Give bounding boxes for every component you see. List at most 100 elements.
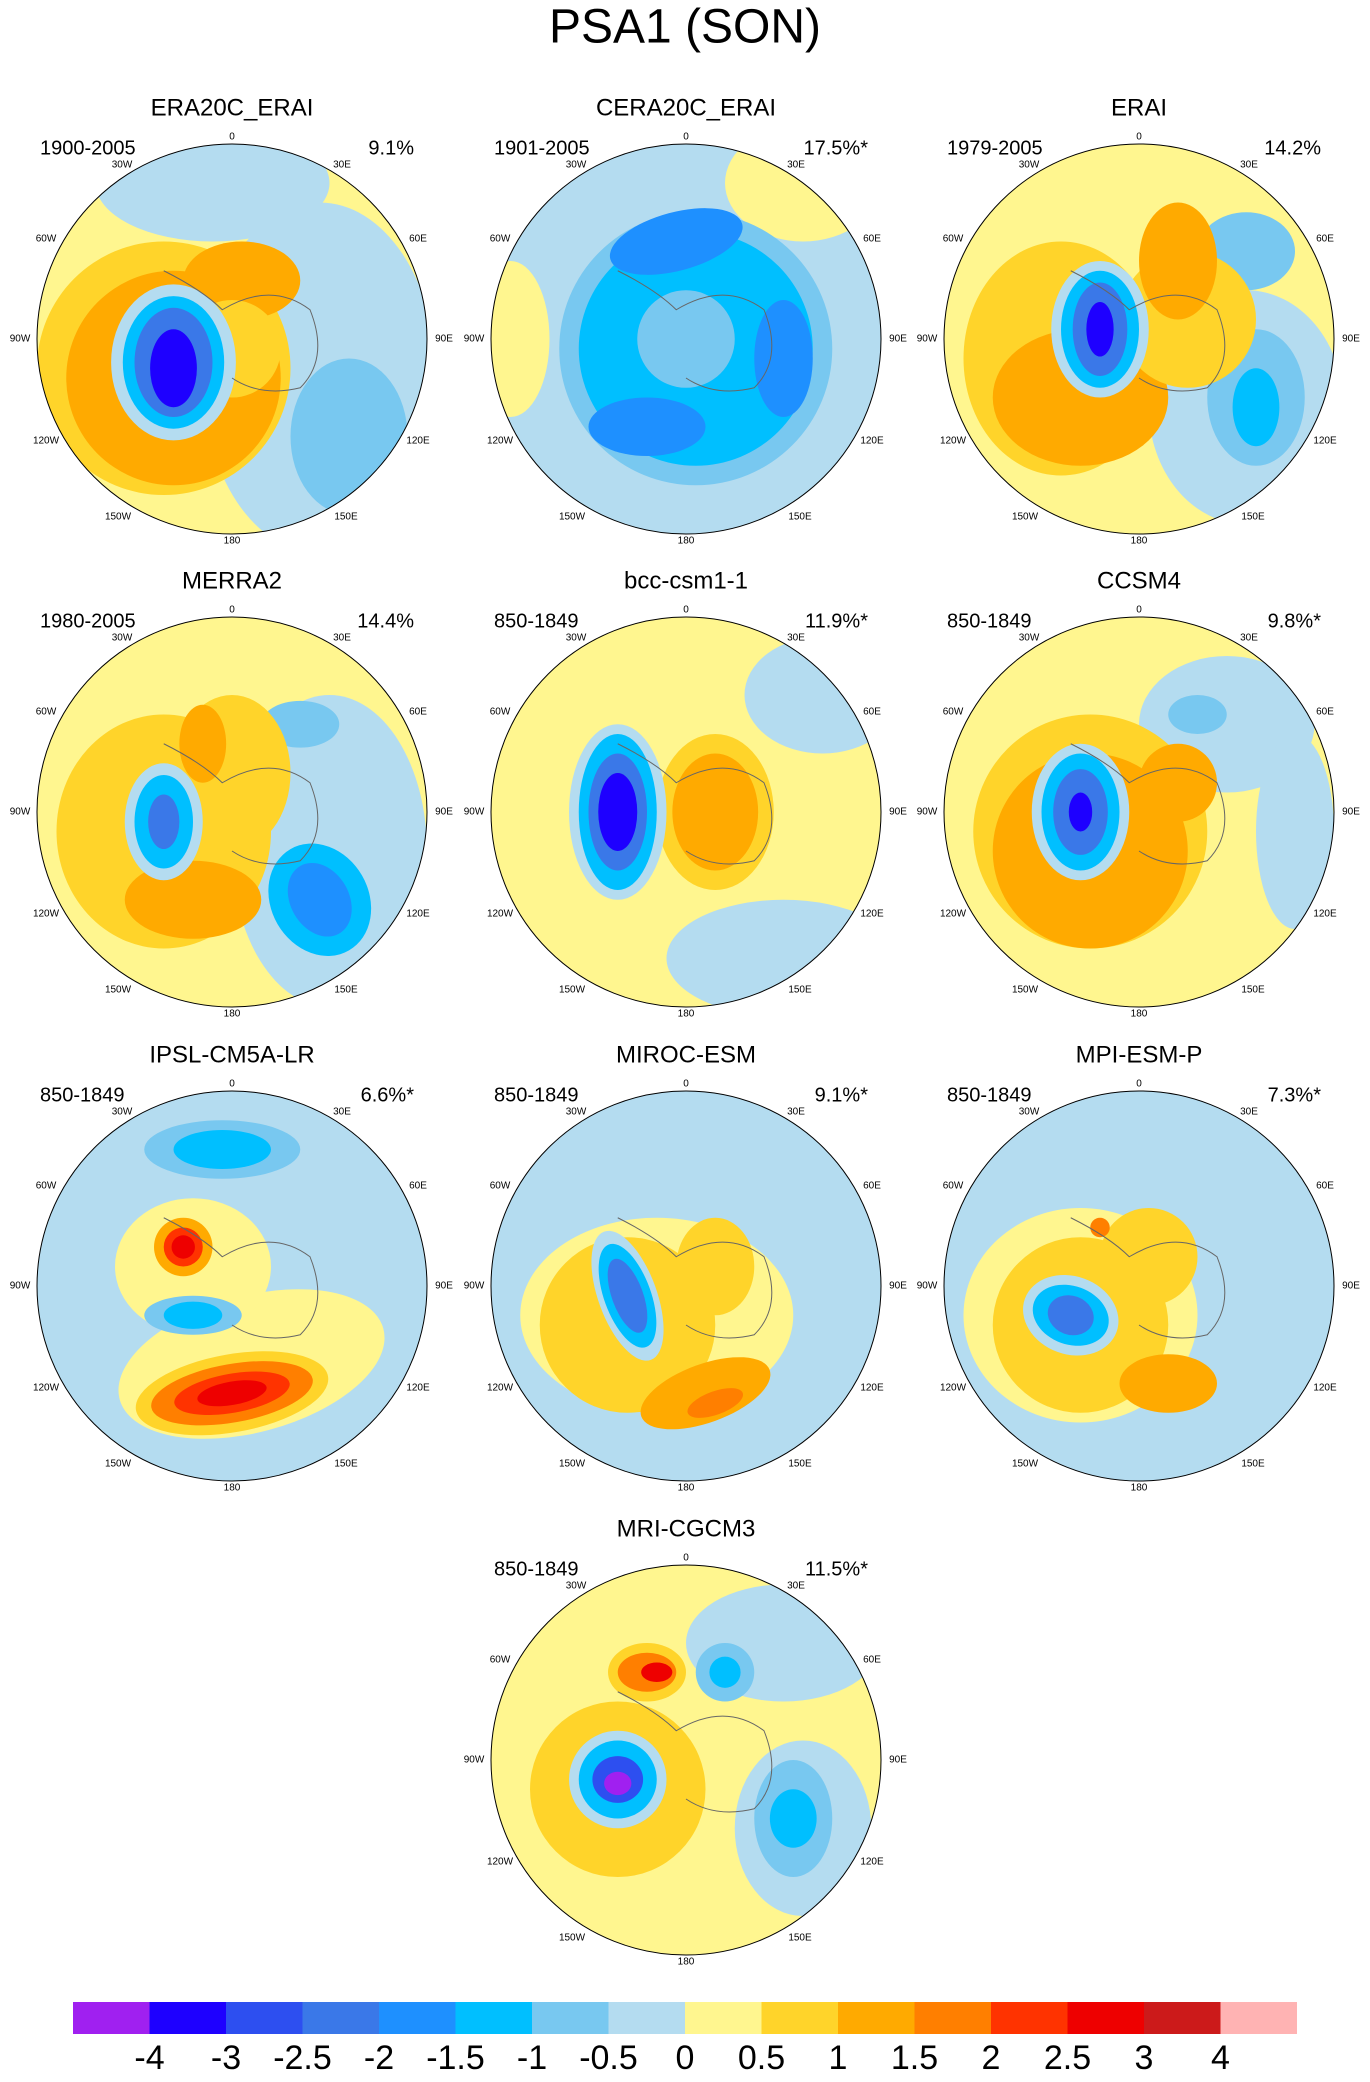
colorbar-label: 2.5 (1044, 2039, 1091, 2077)
field-contour (171, 1235, 195, 1259)
coastline (163, 1217, 319, 1339)
panel-title: MERRA2 (182, 567, 282, 594)
longitude-label: 180 (224, 1009, 241, 1020)
panel-title: MIROC-ESM (616, 1041, 756, 1068)
longitude-label: 30E (1240, 160, 1258, 171)
longitude-label: 150W (559, 1933, 586, 1944)
map-panel: MERRA2 1980-2005 14.4% 0 30E 60E 90E 120E 150E 18… (10, 567, 454, 1019)
longitude-label: 90W (10, 807, 31, 818)
coastline (617, 743, 773, 865)
longitude-label: 120W (33, 1383, 60, 1394)
longitude-label: 60E (863, 1181, 881, 1192)
longitude-label: 180 (678, 536, 695, 547)
field-contour (150, 329, 197, 408)
longitude-label: 150W (1012, 985, 1039, 996)
colorbar-box (149, 2002, 226, 2034)
longitude-label: 120W (940, 1383, 967, 1394)
coastline (617, 1217, 773, 1339)
colorbar-label: 4 (1211, 2039, 1230, 2077)
longitude-label: 60E (1316, 707, 1334, 718)
longitude-label: 90W (464, 1755, 485, 1766)
field-contour (676, 1217, 755, 1316)
field-contour (604, 1771, 632, 1796)
longitude-label: 90W (917, 1281, 938, 1292)
field-contour (1139, 202, 1217, 320)
longitude-label: 60W (490, 234, 511, 245)
field-contour (1047, 1295, 1094, 1336)
map-border (943, 143, 1335, 535)
field-contour (598, 773, 638, 851)
longitude-label: 180 (1131, 536, 1148, 547)
field-contour (744, 636, 881, 754)
longitude-label: 30W (112, 633, 133, 644)
map-panel: ERA20C_ERAI 1900-2005 9.1% 0 30E 60E 90E 120E 15… (10, 94, 454, 546)
longitude-label: 120E (406, 436, 430, 447)
variance-label: 14.2% (1264, 137, 1321, 159)
field (491, 617, 881, 1007)
field (37, 617, 427, 1007)
longitude-label: 150W (1012, 512, 1039, 523)
longitude-label: 0 (1136, 132, 1142, 143)
longitude-label: 30E (787, 1107, 805, 1118)
variance-label: 7.3%* (1268, 1084, 1322, 1106)
colorbar-label: -0.5 (579, 2039, 638, 2077)
field-contour (754, 300, 813, 417)
colorbar-box (685, 2002, 762, 2034)
map-panel: MPI-ESM-P 850-1849 7.3%* 0 30E 60E 90E 120E 150E… (917, 1041, 1361, 1493)
longitude-label: 30W (566, 1581, 587, 1592)
period-label: 850-1849 (494, 1558, 579, 1580)
longitude-label: 120W (33, 436, 60, 447)
panel-title: ERAI (1111, 94, 1167, 121)
field-contour (1168, 695, 1227, 734)
colorbar-label: -1.5 (426, 2039, 485, 2077)
longitude-label: 0 (229, 132, 235, 143)
longitude-label: 120W (487, 1383, 514, 1394)
longitude-label: 60W (943, 1181, 964, 1192)
longitude-label: 150W (559, 985, 586, 996)
field-contour (672, 753, 759, 871)
period-label: 850-1849 (494, 1084, 579, 1106)
colorbar-box (1067, 2002, 1144, 2034)
field-contour (179, 704, 227, 783)
longitude-label: 60E (863, 1655, 881, 1666)
colorbar-label: 3 (1135, 2039, 1154, 2077)
longitude-label: 180 (678, 1009, 695, 1020)
map-panel: MIROC-ESM 850-1849 9.1%* 0 30E 60E 90E 120E 150E… (464, 1041, 908, 1493)
map-border (36, 143, 428, 535)
period-label: 850-1849 (947, 1084, 1032, 1106)
longitude-label: 30W (1019, 160, 1040, 171)
longitude-label: 60W (943, 234, 964, 245)
panel-title: ERA20C_ERAI (151, 94, 314, 121)
longitude-label: 120W (487, 436, 514, 447)
longitude-label: 30E (333, 1107, 351, 1118)
longitude-label: 30W (112, 1107, 133, 1118)
longitude-label: 90E (435, 334, 453, 345)
longitude-label: 150E (334, 512, 358, 523)
longitude-label: 120E (406, 1383, 430, 1394)
field-contour (124, 860, 262, 939)
longitude-label: 0 (229, 605, 235, 616)
longitude-label: 30E (333, 160, 351, 171)
field-contour (1139, 743, 1217, 822)
coastline (1070, 270, 1226, 392)
longitude-label: 150W (559, 512, 586, 523)
longitude-label: 150W (559, 1459, 586, 1470)
longitude-label: 0 (683, 1079, 689, 1090)
longitude-label: 60W (490, 707, 511, 718)
longitude-label: 60W (490, 1655, 511, 1666)
longitude-label: 150W (1012, 1459, 1039, 1470)
variance-label: 9.1% (368, 137, 414, 159)
field-contour (1232, 368, 1280, 447)
longitude-label: 30W (566, 160, 587, 171)
longitude-label: 90E (1342, 1281, 1360, 1292)
longitude-label: 90W (10, 1281, 31, 1292)
longitude-label: 90E (889, 807, 907, 818)
field-contour (588, 397, 706, 456)
longitude-label: 60W (943, 707, 964, 718)
longitude-label: 90W (464, 807, 485, 818)
longitude-label: 90E (1342, 807, 1360, 818)
variance-label: 6.6%* (361, 1084, 415, 1106)
field (491, 1565, 881, 1955)
longitude-label: 90W (464, 334, 485, 345)
longitude-label: 0 (229, 1079, 235, 1090)
